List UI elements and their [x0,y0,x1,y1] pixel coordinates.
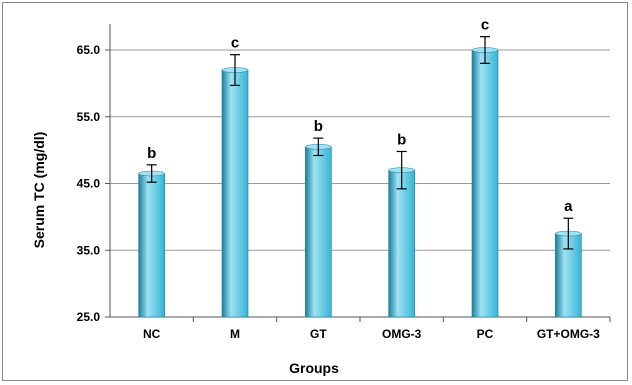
bars [138,47,582,318]
significance-letter: b [397,131,406,148]
y-tick-label: 45.0 [77,177,101,191]
significance-letter: c [231,35,239,52]
axes [105,24,611,322]
significance-letter: b [314,118,323,135]
x-tick-label: M [230,327,240,341]
bar-m [221,69,249,318]
y-axis-title: Serum TC (mg/dl) [31,132,47,249]
significance-letter: c [481,17,489,34]
labels: 25.0 35.0 45.0 55.0 65.0 b NC c Mb GT b OMG-3 c PC a GT… [77,17,601,341]
x-tick-label: GT [310,327,327,341]
gridlines [110,49,610,251]
bar-nc [138,173,165,318]
significance-letter: a [564,198,573,215]
y-tick-label: 65.0 [77,43,101,57]
y-tick-label: 35.0 [77,243,101,257]
x-tick-label: GT+OMG-3 [537,327,600,341]
x-axis-title: Groups [289,360,339,376]
x-tick-label: NC [143,327,161,341]
y-tick-label: 25.0 [77,310,101,324]
significance-letter: b [147,145,156,162]
error-bars [146,36,574,250]
x-tick-label: PC [477,327,494,341]
bar-pc [471,49,499,318]
bar-gt [305,146,332,318]
bar-omg-3 [388,169,415,318]
x-tick-label: OMG-3 [382,327,422,341]
y-tick-label: 55.0 [77,110,101,124]
